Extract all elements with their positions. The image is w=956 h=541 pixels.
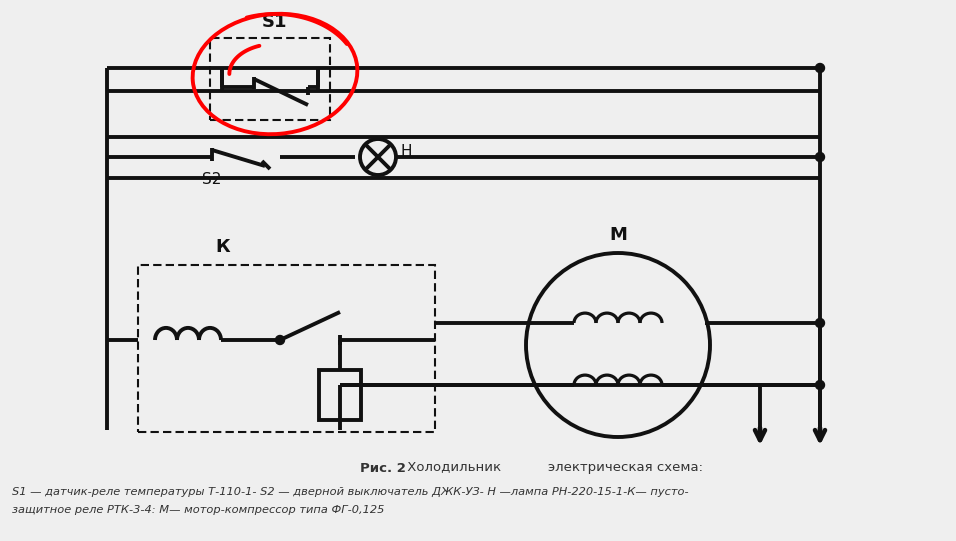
- Text: Холодильник           электрическая схема:: Холодильник электрическая схема:: [403, 461, 703, 474]
- Text: S2: S2: [203, 171, 222, 187]
- Circle shape: [815, 63, 824, 72]
- Bar: [210, 38, 330, 120]
- Text: S1: S1: [262, 13, 288, 31]
- Bar: [138, 265, 435, 432]
- Text: Рис. 2: Рис. 2: [360, 461, 406, 474]
- Text: Н: Н: [401, 144, 412, 160]
- Text: защитное реле РТК-3-4: М— мотор-компрессор типа ФГ-0,125: защитное реле РТК-3-4: М— мотор-компресс…: [12, 505, 384, 515]
- Text: М: М: [609, 226, 627, 244]
- Circle shape: [815, 153, 824, 162]
- Circle shape: [815, 380, 824, 390]
- Circle shape: [815, 319, 824, 327]
- Circle shape: [275, 335, 285, 345]
- Bar: [319, 370, 361, 420]
- Text: К: К: [216, 238, 230, 256]
- Text: S1 — датчик-реле температуры Т-110-1- S2 — дверной выключатель ДЖК-УЗ- Н —лампа : S1 — датчик-реле температуры Т-110-1- S2…: [12, 487, 688, 497]
